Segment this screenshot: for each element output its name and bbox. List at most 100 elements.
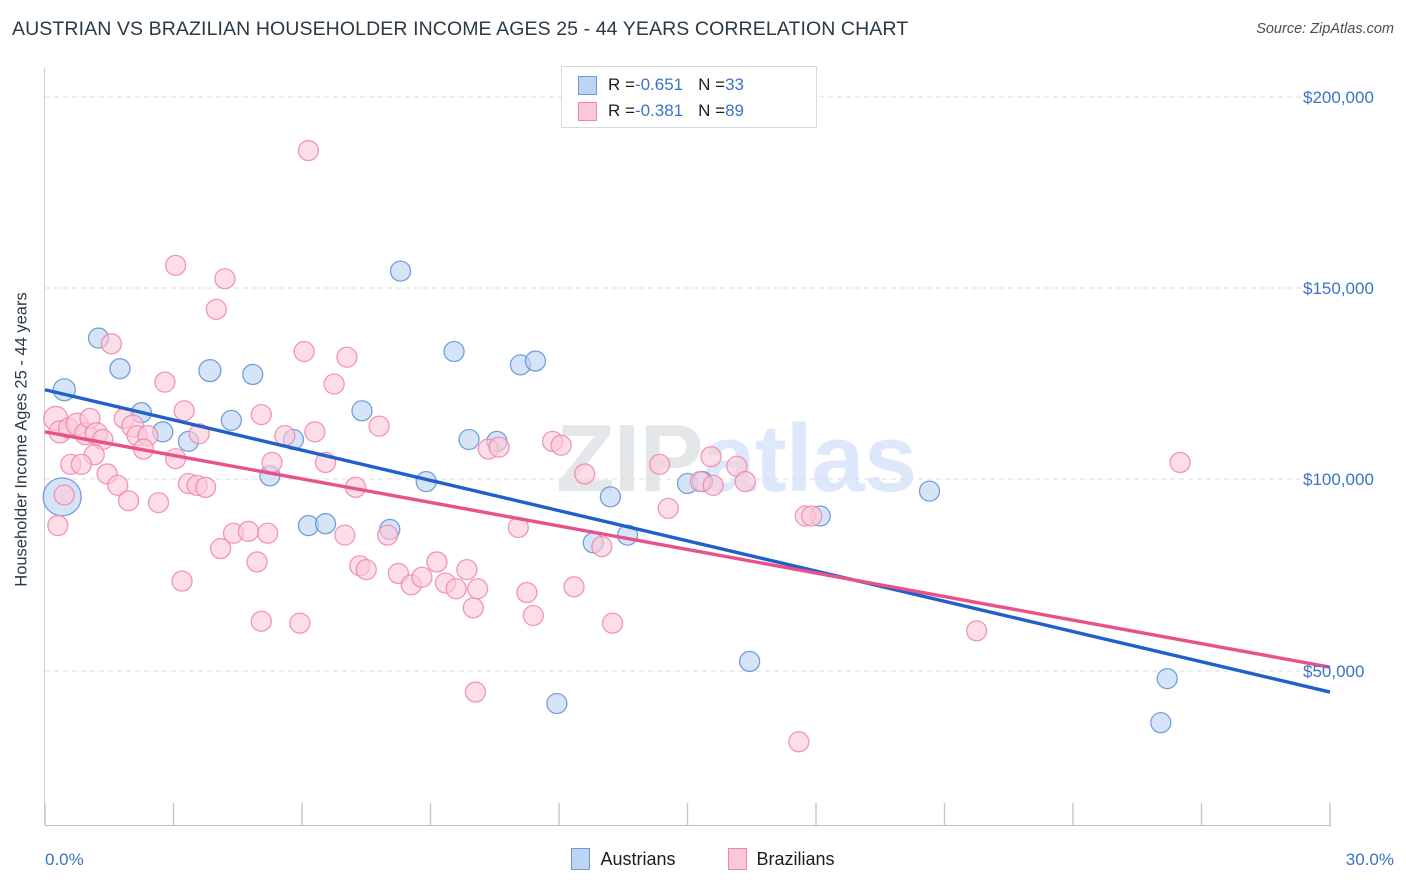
data-point[interactable] (117, 490, 140, 512)
data-point[interactable] (488, 436, 510, 458)
series-swatch-brazilians (727, 848, 747, 870)
series-legend-item-brazilians[interactable]: Brazilians (727, 848, 835, 870)
data-point[interactable] (70, 453, 93, 476)
data-point[interactable] (458, 428, 480, 451)
data-point[interactable] (1169, 451, 1191, 474)
data-point[interactable] (289, 612, 311, 634)
r-value-austrians: -0.651 (634, 75, 684, 94)
data-point[interactable] (563, 576, 585, 598)
data-point[interactable] (965, 620, 988, 642)
data-point[interactable] (918, 480, 941, 502)
series-points-austrians (42, 260, 1178, 734)
data-point[interactable] (274, 425, 296, 447)
data-point[interactable] (147, 491, 170, 514)
data-point[interactable] (336, 346, 358, 368)
data-point[interactable] (368, 415, 390, 437)
data-point[interactable] (462, 597, 484, 619)
data-point[interactable] (261, 451, 283, 474)
trendline-brazilians (44, 430, 1331, 669)
data-point[interactable] (205, 298, 227, 321)
data-point[interactable] (214, 268, 236, 290)
data-point[interactable] (237, 520, 260, 542)
legend-swatch-brazilians (578, 101, 597, 121)
data-point[interactable] (411, 566, 433, 588)
data-point[interactable] (738, 650, 761, 673)
trendline-austrians (44, 388, 1331, 694)
data-point[interactable] (250, 610, 272, 632)
data-point[interactable] (334, 524, 356, 546)
data-point[interactable] (700, 446, 722, 468)
data-point[interactable] (1156, 668, 1178, 690)
r-value-brazilians: -0.381 (634, 101, 684, 120)
data-point[interactable] (246, 551, 268, 573)
y-axis-line (44, 68, 45, 825)
data-point[interactable] (323, 373, 345, 395)
data-point[interactable] (377, 524, 399, 546)
data-point[interactable] (1150, 712, 1172, 734)
data-point[interactable] (164, 254, 187, 277)
data-point[interactable] (546, 692, 568, 715)
series-legend-item-austrians[interactable]: Austrians (571, 848, 676, 870)
data-point[interactable] (522, 604, 544, 627)
data-point[interactable] (574, 463, 596, 485)
data-point[interactable] (702, 474, 724, 497)
plot-svg (42, 96, 1331, 825)
data-point[interactable] (524, 350, 547, 372)
series-label-brazilians: Brazilians (756, 848, 835, 869)
data-point[interactable] (304, 421, 326, 443)
data-point[interactable] (591, 535, 613, 558)
data-point[interactable] (171, 570, 193, 592)
data-point[interactable] (257, 522, 279, 544)
source-label: Source: ZipAtlas.com (1256, 21, 1394, 37)
data-point[interactable] (154, 371, 176, 393)
data-point[interactable] (209, 537, 232, 560)
data-point[interactable] (801, 505, 823, 527)
data-point[interactable] (109, 358, 131, 380)
data-point[interactable] (599, 486, 622, 508)
n-value-austrians: 33 (725, 75, 744, 94)
data-point[interactable] (220, 409, 242, 432)
data-point[interactable] (351, 400, 373, 422)
data-point[interactable] (297, 139, 320, 162)
series-points-brazilians (43, 139, 1191, 753)
data-point[interactable] (242, 363, 264, 386)
data-point[interactable] (445, 578, 467, 600)
series-legend: Austrians Brazilians (0, 848, 1406, 870)
page-title: AUSTRIAN VS BRAZILIAN HOUSEHOLDER INCOME… (12, 18, 909, 40)
data-point[interactable] (198, 358, 222, 383)
data-point[interactable] (426, 551, 448, 573)
data-point[interactable] (107, 474, 129, 497)
data-point[interactable] (355, 558, 377, 581)
data-point[interactable] (173, 400, 195, 422)
data-point[interactable] (314, 513, 337, 535)
r-label-brazilians: R = (608, 101, 635, 120)
data-point[interactable] (100, 333, 123, 355)
y-tick-label-150000: $150,000 (1303, 279, 1374, 298)
data-point[interactable] (734, 470, 756, 493)
x-axis-min-label: 0.0% (45, 850, 84, 869)
data-point[interactable] (443, 340, 465, 363)
series-label-austrians: Austrians (600, 848, 676, 869)
data-point[interactable] (47, 514, 69, 537)
data-point[interactable] (516, 581, 538, 604)
data-point[interactable] (456, 558, 478, 581)
data-point[interactable] (649, 453, 671, 476)
x-axis-max-label: 30.0% (1345, 850, 1394, 869)
correlation-legend-row-austrians: R = -0.651 N = 33 (562, 72, 816, 98)
data-point[interactable] (389, 260, 412, 282)
data-point[interactable] (466, 578, 489, 600)
y-tick-label-200000: $200,000 (1303, 88, 1374, 107)
data-point[interactable] (657, 497, 679, 520)
data-point[interactable] (788, 731, 810, 753)
legend-swatch-austrians (578, 75, 597, 95)
data-point[interactable] (293, 340, 315, 363)
data-point[interactable] (464, 681, 487, 703)
data-point[interactable] (550, 434, 572, 456)
data-point[interactable] (194, 476, 217, 498)
data-point[interactable] (53, 484, 75, 506)
y-tick-label-50000: $50,000 (1303, 662, 1365, 681)
data-point[interactable] (601, 612, 624, 634)
data-point[interactable] (250, 403, 272, 426)
n-label-brazilians: N = (698, 101, 726, 120)
